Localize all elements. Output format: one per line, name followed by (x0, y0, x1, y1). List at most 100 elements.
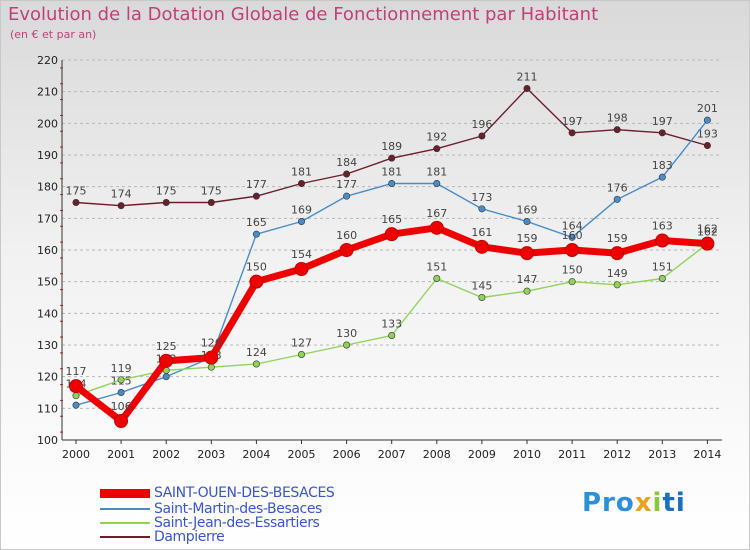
data-label: 150 (562, 264, 583, 277)
legend: SAINT-OUEN-DES-BESACES Saint-Martin-des-… (100, 484, 430, 546)
legend-label: SAINT-OUEN-DES-BESACES (154, 485, 335, 501)
data-label: 165 (246, 216, 267, 229)
data-label: 174 (111, 188, 132, 201)
x-tick-label: 2002 (152, 448, 180, 461)
data-point (252, 360, 260, 368)
y-tick-label: 100 (37, 434, 58, 447)
data-label: 150 (246, 261, 267, 274)
data-label: 154 (291, 248, 312, 261)
data-point (69, 379, 83, 394)
data-point (568, 278, 576, 286)
x-tick-label: 2004 (242, 448, 270, 461)
data-label: 184 (336, 156, 357, 169)
data-label: 159 (607, 232, 628, 245)
data-label: 160 (562, 229, 583, 242)
data-label: 177 (246, 178, 267, 191)
data-point (523, 218, 531, 226)
x-tick-label: 2007 (378, 448, 406, 461)
data-point (613, 281, 621, 289)
x-tick-label: 2010 (513, 448, 541, 461)
x-tick-label: 2009 (468, 448, 496, 461)
y-tick-label: 180 (37, 181, 58, 194)
data-label: 175 (156, 185, 177, 198)
data-point (114, 414, 129, 428)
data-label: 181 (291, 166, 312, 179)
x-tick-label: 2003 (197, 448, 225, 461)
data-point (72, 401, 80, 409)
data-label: 162 (697, 223, 718, 236)
data-point (252, 192, 260, 200)
data-label: 193 (697, 128, 718, 141)
data-point (388, 180, 396, 188)
y-tick-label: 200 (37, 117, 58, 130)
data-point (613, 126, 621, 134)
data-point (703, 142, 711, 150)
data-point (117, 202, 125, 210)
data-label: 177 (336, 178, 357, 191)
data-label: 130 (336, 327, 357, 340)
data-point (297, 180, 305, 188)
data-label: 169 (291, 204, 312, 217)
data-point (384, 227, 399, 242)
data-point (204, 350, 219, 365)
y-tick-label: 110 (37, 402, 58, 415)
legend-label: Saint-Jean-des-Essartiers (154, 515, 320, 531)
data-label: 119 (111, 362, 132, 375)
data-point (474, 239, 489, 254)
x-tick-label: 2014 (693, 448, 721, 461)
y-tick-label: 140 (37, 307, 58, 320)
data-point (207, 363, 215, 371)
x-tick-label: 2006 (333, 448, 361, 461)
data-label: 151 (426, 261, 447, 274)
x-tick-label: 2001 (107, 448, 135, 461)
data-label: 147 (517, 273, 538, 286)
x-tick-label: 2005 (288, 448, 316, 461)
data-point (433, 274, 441, 282)
y-tick-label: 210 (37, 86, 58, 99)
y-tick-label: 130 (37, 339, 58, 352)
data-point (339, 243, 354, 257)
y-tick-label: 120 (37, 371, 58, 384)
data-point (343, 341, 351, 349)
data-label: 126 (201, 337, 222, 350)
data-label: 173 (471, 191, 492, 204)
data-point (568, 233, 576, 241)
data-label: 133 (381, 318, 402, 331)
y-tick-label: 170 (37, 212, 58, 225)
data-label: 162 (697, 226, 718, 239)
data-point (658, 129, 666, 137)
data-point (207, 199, 215, 207)
legend-label: Saint-Martin-des-Besaces (154, 501, 322, 517)
data-label: 183 (652, 159, 673, 172)
legend-item-saint-jean: Saint-Jean-des-Essartiers (100, 515, 430, 531)
x-tick-label: 2008 (423, 448, 451, 461)
legend-swatch (100, 536, 150, 538)
data-point (700, 236, 715, 251)
x-tick-label: 2012 (603, 448, 631, 461)
data-label: 201 (697, 102, 718, 115)
x-tick-label: 2011 (558, 448, 586, 461)
legend-item-saint-ouen: SAINT-OUEN-DES-BESACES (100, 485, 430, 501)
data-label: 165 (381, 213, 402, 226)
data-label: 117 (66, 365, 87, 378)
data-point (297, 350, 305, 358)
y-tick-label: 190 (37, 149, 58, 162)
x-tick-label: 2013 (648, 448, 676, 461)
y-tick-label: 150 (37, 276, 58, 289)
data-label: 106 (111, 400, 132, 413)
data-point (610, 246, 625, 261)
data-label: 164 (562, 219, 583, 232)
data-point (297, 218, 305, 226)
data-point (658, 173, 666, 181)
data-point (159, 353, 174, 368)
data-label: 189 (381, 140, 402, 153)
data-label: 192 (426, 131, 447, 144)
legend-label: Dampierre (154, 529, 225, 545)
data-label: 197 (562, 115, 583, 128)
data-point (117, 388, 125, 396)
chart-title: Evolution de la Dotation Globale de Fonc… (8, 4, 599, 25)
data-point (388, 331, 396, 339)
data-point (388, 154, 396, 162)
legend-swatch (100, 522, 150, 524)
data-point (565, 243, 580, 257)
